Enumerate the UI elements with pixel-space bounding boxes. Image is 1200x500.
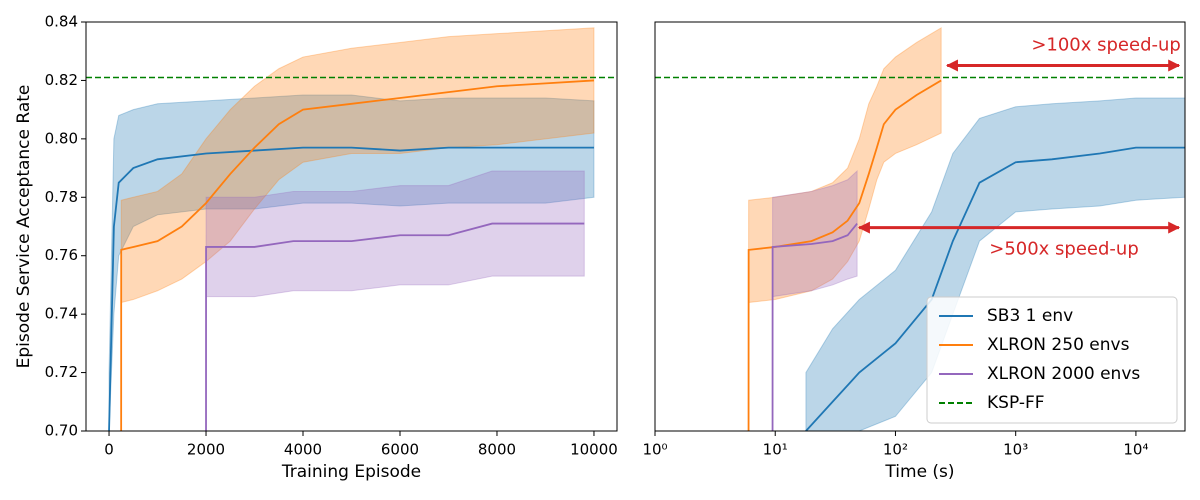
y-tick-label: 0.78	[45, 188, 78, 206]
y-tick-label: 0.72	[45, 363, 78, 381]
x-tick-label: 6000	[381, 441, 419, 459]
x-tick-label: 10²	[883, 441, 908, 459]
axes-frame	[654, 21, 1186, 432]
series-line	[805, 146, 1185, 431]
y-tick-label: 0.82	[45, 71, 78, 89]
series-line	[205, 222, 585, 431]
axes-frame	[85, 21, 618, 432]
y-tick-label: 0.70	[45, 422, 78, 440]
y-tick-label: 0.74	[45, 305, 78, 323]
y-tick-label: 0.84	[45, 13, 78, 31]
annotation: >100x speed-up	[1031, 35, 1181, 56]
y-axis-label: Episode Service Acceptance Rate	[14, 85, 34, 369]
legend-label: XLRON 2000 envs	[987, 364, 1140, 384]
legend-label: KSP-FF	[987, 393, 1045, 413]
x-tick-label: 10¹	[763, 441, 788, 459]
band	[805, 97, 1185, 431]
series-line	[771, 223, 858, 431]
series-line	[120, 79, 595, 431]
plot-area	[747, 26, 1185, 431]
legend-label: XLRON 250 envs	[987, 335, 1130, 355]
x-axis-label: Time (s)	[884, 462, 954, 482]
x-axis-label: Training Episode	[281, 462, 421, 482]
band	[108, 94, 595, 431]
x-tick-label: 8000	[478, 441, 516, 459]
legend-label: SB3 1 env	[987, 306, 1073, 326]
x-tick-label: 4000	[284, 441, 322, 459]
band	[120, 27, 595, 431]
plot-area	[108, 27, 595, 431]
band	[205, 170, 585, 431]
x-tick-label: 2000	[187, 441, 225, 459]
x-tick-label: 10⁴	[1123, 441, 1148, 459]
x-tick-label: 10³	[1003, 441, 1028, 459]
x-tick-label: 10⁰	[642, 441, 667, 459]
x-tick-label: 10000	[570, 441, 618, 459]
series-line	[108, 146, 594, 431]
annotation: >500x speed-up	[989, 239, 1139, 260]
y-tick-label: 0.76	[45, 246, 78, 264]
x-tick-label: 0	[104, 441, 114, 459]
y-tick-label: 0.80	[45, 129, 78, 147]
band	[772, 169, 858, 431]
legend-box	[926, 296, 1178, 424]
